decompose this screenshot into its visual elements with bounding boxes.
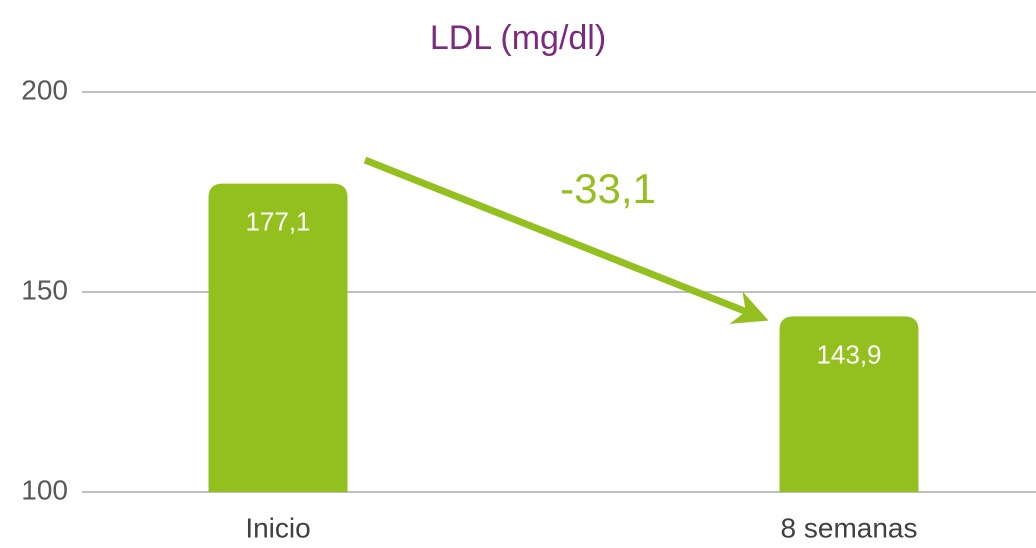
bars: Inicio 177,1 8 semanas 143,9 (208, 183, 919, 543)
bar (208, 183, 348, 492)
annotation: -33,1 (560, 165, 656, 212)
y-tick-label: 150 (21, 274, 68, 305)
trend-arrow (363, 156, 769, 324)
y-tick-label: 100 (21, 474, 68, 505)
x-tick-label: Inicio (245, 512, 310, 543)
chart-title: LDL (mg/dl) (430, 19, 606, 57)
x-tick-label: 8 semanas (781, 512, 918, 543)
value-label: 177,1 (245, 206, 310, 236)
value-label: 143,9 (816, 339, 881, 369)
y-tick-label: 200 (21, 74, 68, 105)
bar (779, 316, 919, 492)
